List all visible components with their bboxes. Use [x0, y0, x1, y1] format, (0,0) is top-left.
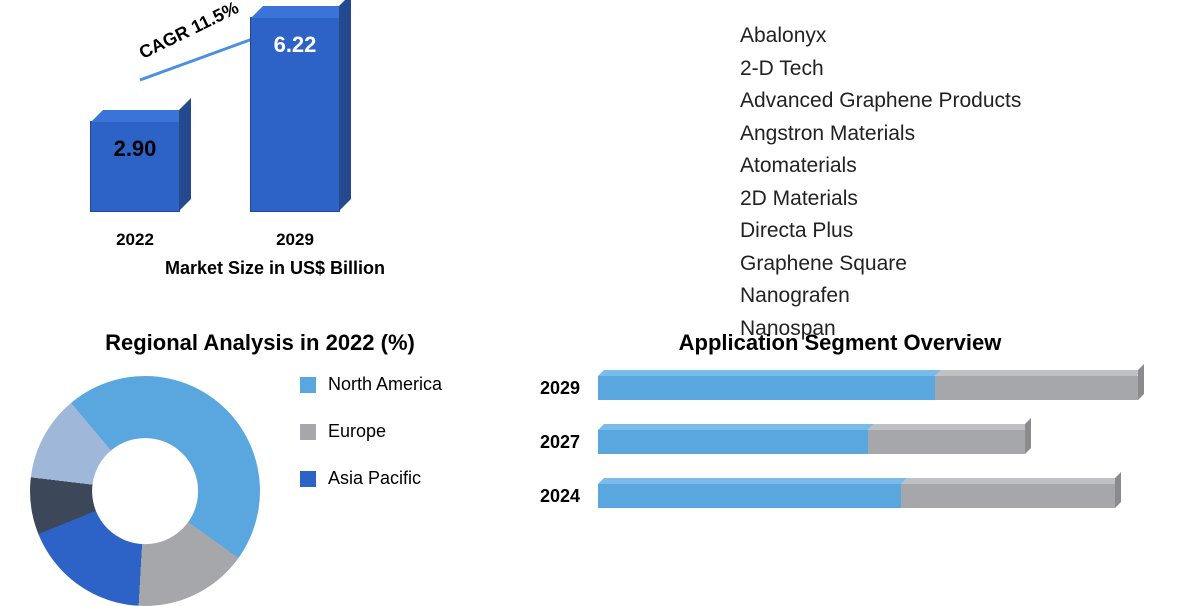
hbar-top-face — [935, 370, 1143, 376]
company-item: Abalonyx — [740, 20, 1170, 53]
market-size-bar-chart: CAGR 11.5% 2.9020226.222029 Market Size … — [0, 0, 520, 330]
bar: 2.90 — [90, 121, 180, 212]
bar-category-label: 2029 — [276, 230, 314, 250]
company-item: Graphene Square — [740, 248, 1170, 281]
hbar-side-face — [1115, 472, 1121, 508]
bar-top-face — [91, 110, 191, 122]
bar-side-face — [179, 98, 191, 211]
hbar-top-face — [598, 478, 907, 484]
hbar-track — [598, 430, 1160, 454]
bar-category-label: 2022 — [116, 230, 154, 250]
legend-swatch — [300, 471, 316, 487]
hbar-track — [598, 376, 1160, 400]
legend-label: North America — [328, 374, 442, 395]
hbar-side-face — [1025, 418, 1031, 454]
legend-item: Asia Pacific — [300, 468, 442, 489]
donut-row: North America Europe Asia Pacific — [20, 366, 500, 566]
bar-wrap: 2.90 2022 — [90, 121, 180, 250]
hbar-side-face — [1138, 364, 1144, 400]
bar-side-face — [339, 0, 351, 211]
horizontal-bars: 2029 2027 2024 — [520, 376, 1160, 508]
hbar-year-label: 2027 — [520, 432, 580, 453]
hbar-row: 2029 — [520, 376, 1160, 400]
hbar-year-label: 2024 — [520, 486, 580, 507]
legend-item: Europe — [300, 421, 442, 442]
hbar-track — [598, 484, 1160, 508]
hbar-segment — [598, 430, 868, 454]
bar-value: 2.90 — [91, 136, 179, 162]
legend-label: Europe — [328, 421, 386, 442]
bar-chart-title: Market Size in US$ Billion — [60, 258, 490, 279]
donut-legend: North America Europe Asia Pacific — [300, 366, 442, 489]
hbar-year-label: 2029 — [520, 378, 580, 399]
hbar-row: 2027 — [520, 430, 1160, 454]
company-item: 2-D Tech — [740, 53, 1170, 86]
hbar-top-face — [868, 424, 1031, 430]
company-item: Nanografen — [740, 280, 1170, 313]
donut-title: Regional Analysis in 2022 (%) — [20, 330, 500, 356]
application-segment-panel: Application Segment Overview 20292027202… — [520, 330, 1200, 600]
hbar-segment — [868, 430, 1025, 454]
company-item: Advanced Graphene Products — [740, 85, 1170, 118]
company-list: Abalonyx2-D TechAdvanced Graphene Produc… — [520, 0, 1200, 330]
regional-donut-panel: Regional Analysis in 2022 (%) North Amer… — [0, 330, 520, 600]
legend-swatch — [300, 424, 316, 440]
hbar-row: 2024 — [520, 484, 1160, 508]
donut-hole — [92, 438, 198, 544]
legend-label: Asia Pacific — [328, 468, 421, 489]
bars-area: 2.90 2022 6.22 2029 — [60, 10, 490, 250]
hbar-segment — [598, 376, 935, 400]
legend-item: North America — [300, 374, 442, 395]
hbar-top-face — [598, 424, 874, 430]
bar-top-face — [251, 6, 351, 18]
company-item: Directa Plus — [740, 215, 1170, 248]
company-item: Angstron Materials — [740, 118, 1170, 151]
application-title: Application Segment Overview — [520, 330, 1160, 356]
company-item: 2D Materials — [740, 183, 1170, 216]
legend-swatch — [300, 377, 316, 393]
company-item: Atomaterials — [740, 150, 1170, 183]
hbar-top-face — [598, 370, 941, 376]
bar-value: 6.22 — [251, 32, 339, 58]
bar-wrap: 6.22 2029 — [250, 17, 340, 250]
hbar-segment — [935, 376, 1137, 400]
hbar-segment — [901, 484, 1115, 508]
donut-chart — [30, 376, 260, 606]
bar: 6.22 — [250, 17, 340, 212]
hbar-segment — [598, 484, 901, 508]
hbar-top-face — [901, 478, 1121, 484]
infographic-container: CAGR 11.5% 2.9020226.222029 Market Size … — [0, 0, 1200, 600]
